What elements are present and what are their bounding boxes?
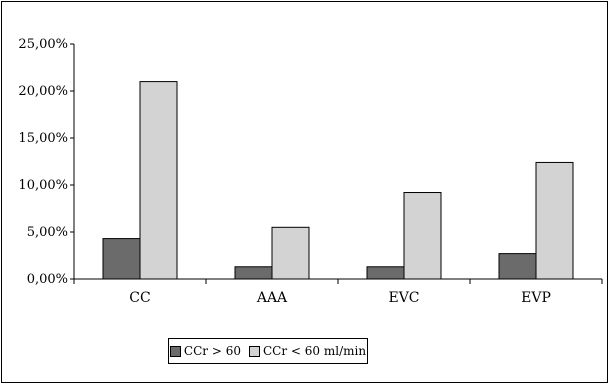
- legend-swatch-series-1: [169, 345, 181, 357]
- bar-cc-series-2: [139, 81, 178, 280]
- legend-item-series-1: CCr > 60: [169, 344, 241, 358]
- legend-label-series-2: CCr < 60 ml/min: [262, 344, 367, 358]
- x-category-label: EVP: [521, 290, 551, 306]
- bar-evp-series-2: [535, 161, 574, 280]
- legend-label-series-1: CCr > 60: [183, 344, 241, 358]
- bar-evp-series-1: [498, 253, 537, 280]
- legend: CCr > 60 CCr < 60 ml/min: [168, 338, 368, 364]
- x-category-label: CC: [129, 290, 150, 306]
- y-tick-label: 0,00%: [27, 272, 68, 287]
- legend-item-series-2: CCr < 60 ml/min: [248, 344, 367, 358]
- bar-evc-series-1: [366, 266, 405, 280]
- bar-evc-series-2: [403, 192, 442, 280]
- x-category-label: AAA: [256, 290, 288, 306]
- y-tick-label: 20,00%: [18, 84, 68, 99]
- y-tick-label: 5,00%: [27, 225, 68, 240]
- bar-cc-series-1: [102, 238, 141, 280]
- y-tick-label: 15,00%: [18, 131, 68, 146]
- x-category-label: EVC: [388, 290, 419, 306]
- bar-aaa-series-2: [271, 226, 310, 280]
- bar-aaa-series-1: [234, 266, 273, 280]
- y-tick-label: 10,00%: [18, 178, 68, 193]
- y-tick-label: 25,00%: [18, 37, 68, 52]
- legend-swatch-series-2: [248, 345, 260, 357]
